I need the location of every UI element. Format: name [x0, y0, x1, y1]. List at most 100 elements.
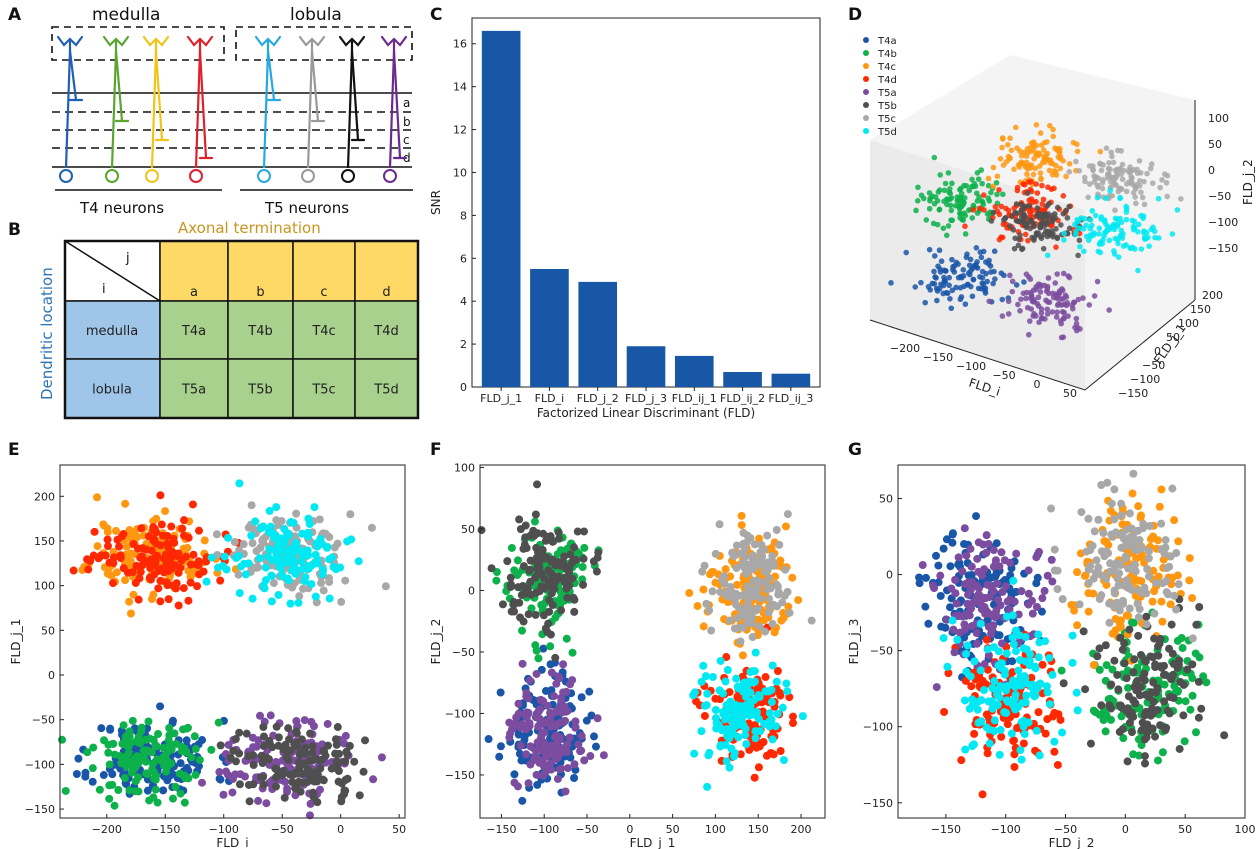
scatter-point [290, 740, 299, 749]
scatter-point [733, 708, 742, 717]
scatter-point [539, 611, 548, 620]
scatter-point [300, 716, 309, 725]
scatter-point [972, 639, 981, 648]
scatter-point [337, 793, 346, 802]
scatter-point [1005, 207, 1012, 214]
scatter-point [157, 520, 166, 529]
scatter-point [510, 566, 519, 575]
scatter-point [570, 607, 579, 616]
scatter-point [1117, 194, 1124, 201]
y-tick-label: 14 [453, 81, 467, 94]
scatter-point [973, 245, 980, 251]
scatter-point [765, 722, 774, 731]
scatter-point [960, 620, 969, 629]
scatter-point [689, 691, 698, 700]
scatter-point [179, 747, 188, 756]
scatter-point [1135, 221, 1142, 228]
scatter-point [244, 780, 253, 789]
scatter-point [1077, 243, 1083, 250]
scatter-point [571, 555, 580, 564]
scatter-point [1042, 159, 1048, 165]
scatter-point [1058, 296, 1064, 302]
scatter-point [1155, 639, 1164, 648]
scatter-point [128, 716, 137, 725]
scatter-point [1195, 653, 1204, 662]
scatter-point [1096, 225, 1103, 232]
scatter-point [1110, 159, 1117, 166]
scatter-point [582, 716, 591, 725]
scatter-point [1153, 756, 1162, 765]
scatter-point [936, 187, 943, 193]
scatter-point [1188, 691, 1197, 700]
scatter-point [520, 540, 529, 549]
scatter-point [979, 180, 985, 187]
scatter-point [918, 561, 927, 570]
scatter-point [562, 687, 571, 696]
table-cell [354, 300, 419, 360]
scatter-point [119, 564, 128, 573]
scatter-point [265, 506, 274, 515]
bar-FLD_j_2 [578, 281, 618, 387]
scatter-point [1050, 294, 1057, 301]
scatter-point [1134, 537, 1143, 546]
scatter-point [948, 195, 955, 201]
scatter-point [83, 555, 92, 564]
scatter-point [1010, 750, 1019, 759]
scatter-point [700, 561, 709, 570]
scatter-point [973, 263, 980, 270]
scatter-point [1097, 480, 1106, 489]
scatter-point [108, 579, 117, 588]
scatter-point [1188, 660, 1197, 669]
scatter-point [1186, 705, 1195, 714]
scatter-point [949, 217, 956, 224]
scatter-point [574, 740, 583, 749]
scatter-point [970, 729, 979, 738]
scatter-point [541, 624, 550, 633]
scatter-point [156, 702, 165, 711]
scatter-point [711, 578, 720, 587]
scatter-point [1115, 606, 1124, 615]
scatter-point [1027, 145, 1033, 151]
scatter-point [99, 771, 108, 780]
scatter-point [566, 680, 575, 689]
scatter-point [977, 249, 984, 255]
col-header-a: a [190, 285, 198, 300]
scatter-point [176, 789, 185, 798]
scatter-point [1023, 159, 1030, 166]
x-tick-label: −150 [150, 823, 180, 836]
scatter-point [1043, 217, 1050, 223]
z-tick-label: −150 [1208, 242, 1238, 255]
scatter-point [202, 577, 211, 586]
scatter-point [1106, 237, 1113, 244]
scatter-point [167, 745, 176, 754]
legend-label-t4b: T4b [877, 49, 897, 60]
cluster-t5d [689, 648, 807, 791]
neuron-main-axon [64, 50, 72, 169]
legend-label-t4c: T4c [877, 62, 896, 73]
scatter-point [777, 616, 786, 625]
scatter-point [703, 782, 712, 791]
scatter-point [979, 686, 988, 695]
scatter-point [1173, 636, 1182, 645]
x-tick-label: 100 [1235, 823, 1256, 836]
x-tick-label: −150 [923, 351, 953, 364]
scatter-point [1006, 156, 1013, 162]
scatter-point [980, 201, 987, 208]
scatter-point [156, 541, 165, 550]
scatter-point [559, 744, 568, 753]
scatter-point [1019, 739, 1028, 748]
row-header-medulla: medulla [86, 324, 138, 339]
scatter-point [1018, 296, 1024, 303]
scatter-point [954, 553, 963, 562]
y-tick-label: −100 [445, 707, 475, 720]
scatter-point [1174, 537, 1183, 546]
scatter-point [1036, 163, 1043, 169]
scatter-point [1117, 511, 1126, 520]
scatter-point [587, 711, 596, 720]
scatter-point [1174, 207, 1181, 213]
scatter-point [121, 499, 130, 508]
scatter-point [554, 672, 563, 681]
scatter-point [719, 709, 728, 718]
y-tick-label: 100 [1178, 317, 1199, 330]
scatter-point [235, 749, 244, 758]
